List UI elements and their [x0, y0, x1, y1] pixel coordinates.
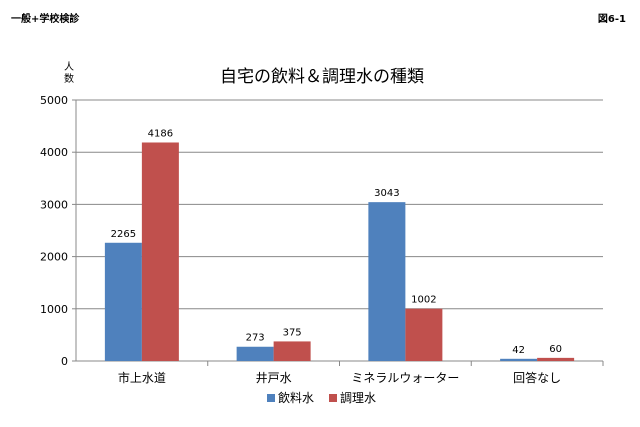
data-label: 2265 [111, 229, 136, 240]
legend-label: 飲料水 [278, 390, 314, 405]
bar [405, 308, 443, 361]
legend-swatch [329, 394, 337, 402]
data-label: 1002 [411, 295, 436, 306]
bar [537, 357, 575, 361]
bar [236, 346, 274, 361]
chart-title: 自宅の飲料＆調理水の種類 [220, 67, 424, 87]
data-label: 375 [283, 327, 302, 338]
legend-label: 調理水 [340, 391, 376, 405]
figure-number-label: 図6-1 [597, 14, 626, 25]
x-tick-label: 井戸水 [256, 371, 292, 385]
bar [368, 202, 406, 361]
report-category-label: 一般+学校検診 [11, 14, 80, 25]
y-axis-label: 人数 [64, 61, 74, 85]
y-tick-label: 3000 [40, 198, 68, 211]
data-label: 4186 [148, 128, 173, 139]
data-label: 60 [549, 344, 562, 355]
bar [104, 242, 142, 361]
x-tick-label: 市上水道 [118, 370, 166, 385]
bar [141, 142, 179, 361]
x-tick-label: 回答なし [513, 370, 561, 385]
y-tick-label: 4000 [40, 146, 68, 159]
bar [500, 358, 538, 361]
legend-swatch [267, 394, 275, 402]
y-tick-label: 1000 [40, 303, 68, 316]
data-label: 3043 [374, 188, 399, 199]
y-tick-label: 5000 [40, 94, 68, 107]
x-tick-label: ミネラルウォーター [351, 371, 459, 385]
data-label: 42 [512, 345, 525, 356]
bar [273, 341, 311, 361]
data-label: 273 [246, 333, 265, 344]
y-tick-label: 2000 [40, 251, 68, 264]
y-tick-label: 0 [61, 355, 68, 368]
